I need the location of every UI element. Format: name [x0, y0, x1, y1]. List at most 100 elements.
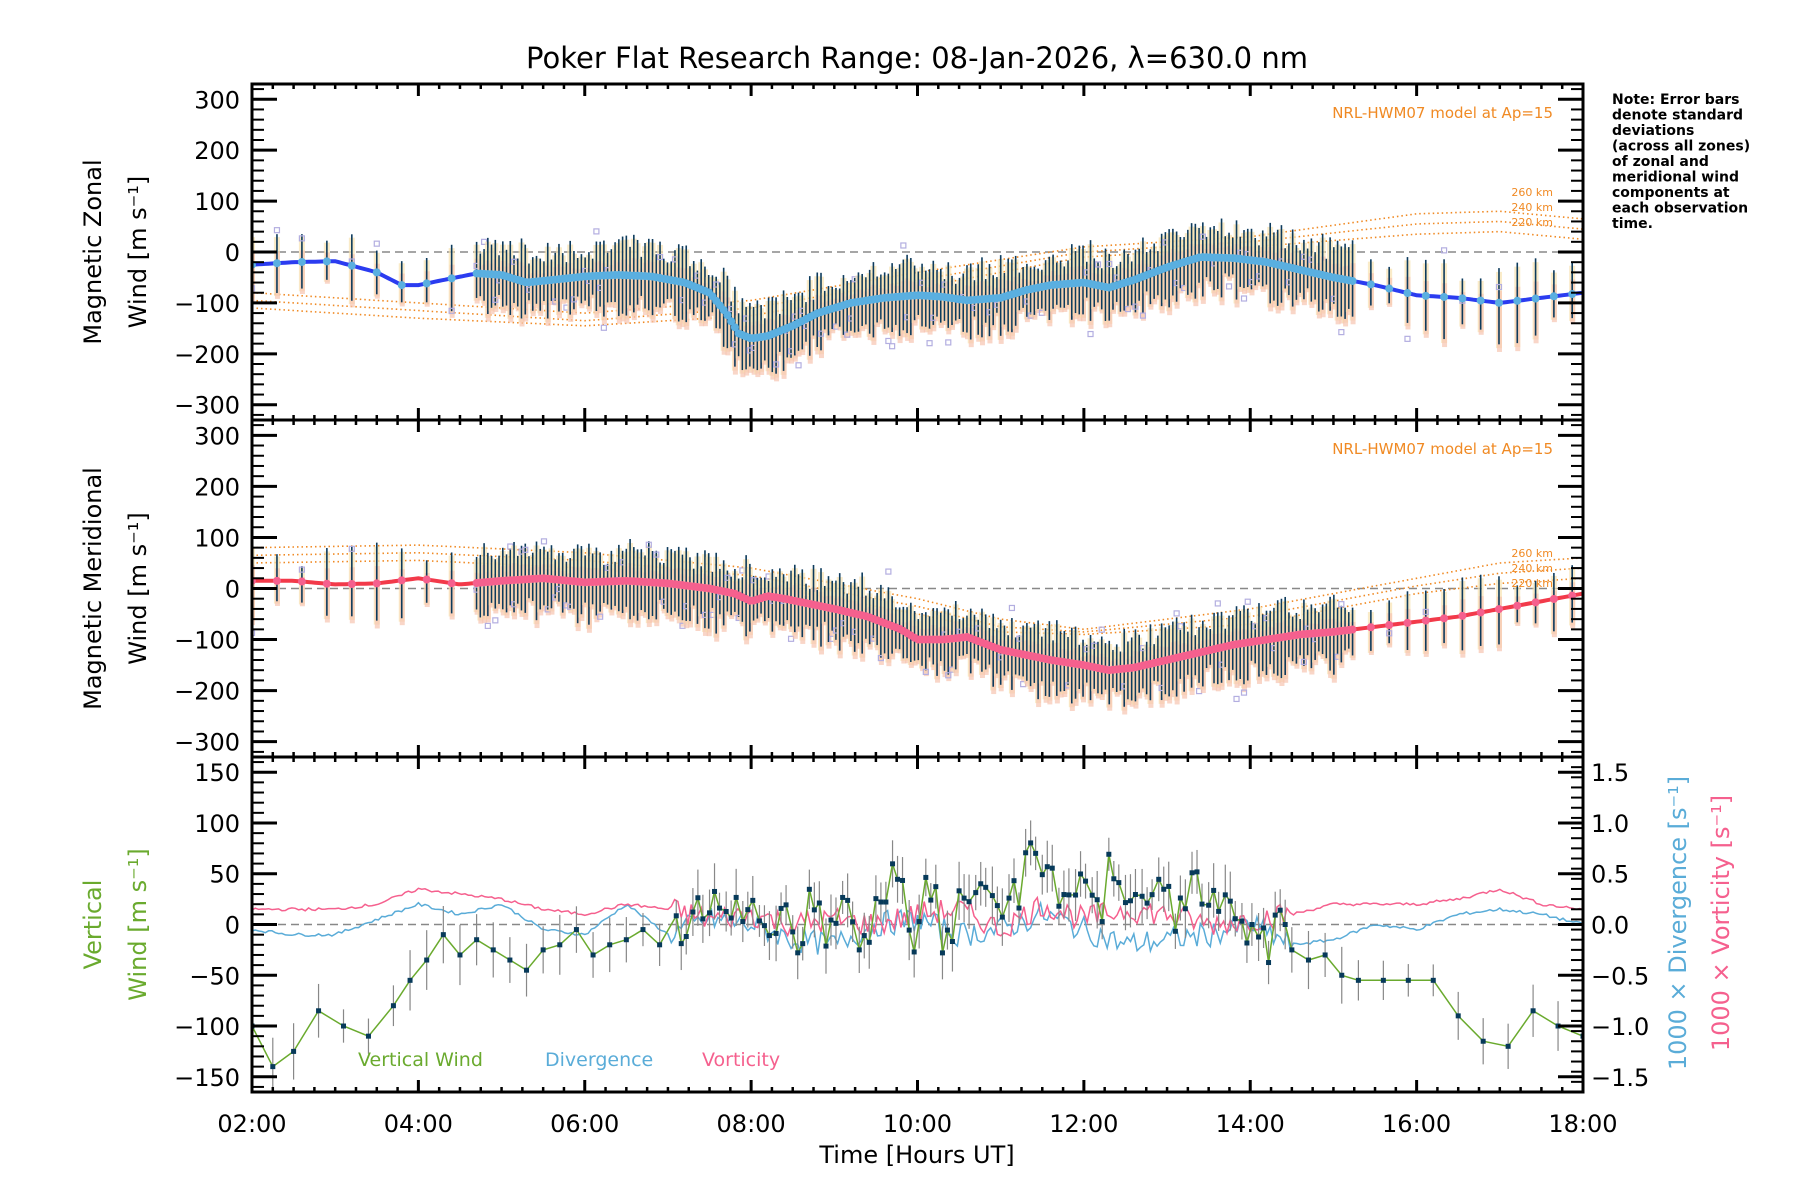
- zone-point: [945, 672, 952, 679]
- vertical-wind-point: [806, 886, 812, 892]
- vertical-wind-point: [978, 881, 984, 887]
- vertical-wind-point: [1480, 1038, 1486, 1044]
- vertical-wind-point: [341, 1023, 347, 1029]
- fit-point: [1403, 618, 1412, 627]
- vertical-wind-point: [828, 917, 834, 923]
- zone-point: [922, 668, 929, 675]
- fit-point: [447, 274, 456, 283]
- vertical-wind-point: [1144, 900, 1150, 906]
- zone-point: [522, 546, 529, 553]
- vertical-wind-point: [816, 900, 822, 906]
- vertical-wind-point: [1194, 869, 1200, 875]
- fit-point: [1421, 616, 1430, 625]
- note-line: (across all zones): [1612, 139, 1750, 155]
- fit-point: [272, 576, 281, 585]
- vertical-wind-point: [1430, 977, 1436, 983]
- zone-point: [448, 307, 455, 314]
- fit-point: [1568, 290, 1577, 299]
- y-tick-label: −100: [174, 290, 240, 318]
- vertical-wind-point: [961, 895, 967, 901]
- zone-point: [1214, 600, 1221, 607]
- panel-zonal: NRL-HWM07 model at Ap=15 260 km 240 km 220 …: [79, 82, 1585, 422]
- y-axis-label-line1: Magnetic Meridional: [79, 467, 107, 710]
- vertical-wind-point: [766, 933, 772, 939]
- y-axis-label-line2: Wind [m s⁻¹]: [124, 176, 152, 328]
- vertical-wind-point: [407, 977, 413, 983]
- vertical-wind-point: [673, 913, 679, 919]
- fit-point: [397, 576, 406, 585]
- vertical-wind-point: [761, 923, 767, 929]
- vertical-wind-point: [316, 1008, 322, 1014]
- vertical-wind-point: [823, 943, 829, 949]
- x-tick-label: 02:00: [217, 1110, 286, 1138]
- vertical-wind-point: [883, 899, 889, 905]
- zone-point: [1233, 695, 1240, 703]
- zone-point: [492, 617, 499, 624]
- vertical-wind-point: [1182, 906, 1188, 912]
- vertical-wind-point: [690, 909, 696, 915]
- fit-point: [272, 259, 281, 268]
- vertical-wind-point: [1261, 925, 1267, 931]
- fit-point: [1458, 294, 1467, 303]
- vertical-wind-point: [900, 877, 906, 883]
- vertical-wind-point: [573, 927, 579, 933]
- vertical-wind-point: [778, 905, 784, 911]
- fit-point: [422, 279, 431, 288]
- zone-point: [540, 538, 548, 545]
- vertical-wind-point: [457, 952, 463, 958]
- zone-point: [1338, 329, 1345, 336]
- vertical-wind-point: [1339, 972, 1345, 978]
- y-axis-label-line2: Wind [m s⁻¹]: [124, 512, 152, 664]
- x-tick-label: 08:00: [717, 1110, 786, 1138]
- zone-point: [348, 545, 355, 552]
- zone-point: [1008, 604, 1016, 612]
- y-tick-label: −300: [174, 392, 240, 420]
- vertical-wind-point: [1227, 898, 1233, 904]
- vertical-wind-point: [906, 927, 912, 933]
- vertical-wind-point: [1111, 876, 1117, 882]
- vertical-wind-point: [1272, 912, 1278, 918]
- fit-point: [1513, 296, 1522, 305]
- note-line: denote standard: [1612, 108, 1743, 124]
- model-altitude-label: 240 km: [1511, 201, 1553, 214]
- vertical-wind-point: [1244, 940, 1250, 946]
- vertical-wind-point: [1189, 870, 1195, 876]
- vertical-wind-point: [1127, 898, 1133, 904]
- model-curve-model-260-km: [252, 544, 1583, 631]
- model-altitude-label: 240 km: [1511, 562, 1553, 575]
- vertical-wind-point: [750, 897, 756, 903]
- vertical-wind-point: [590, 952, 596, 958]
- zone-point: [492, 296, 499, 303]
- zone-point: [885, 337, 892, 345]
- zone-point: [484, 622, 491, 630]
- vertical-wind-point: [524, 967, 530, 973]
- y-tick-label: 0: [225, 912, 240, 940]
- vertical-wind-point: [1199, 901, 1205, 907]
- vertical-wind-point: [440, 932, 446, 938]
- legend-divergence: Divergence: [545, 1049, 653, 1071]
- vertical-wind-point: [1106, 851, 1112, 857]
- vertical-wind-point: [1505, 1043, 1511, 1049]
- vertical-wind-point: [856, 947, 862, 953]
- vertical-wind-point: [557, 942, 563, 948]
- panel-vertical: Vertical Wind Divergence Vorticity 1.5 1.0 0.…: [79, 755, 1735, 1094]
- y-tick-label: −100: [174, 627, 240, 655]
- panel-meridional: NRL-HWM07 model at Ap=15 260 km 240 km 220 …: [79, 418, 1585, 759]
- vertical-wind-point: [956, 888, 962, 894]
- y-axis-label-line1: Magnetic Zonal: [79, 159, 107, 344]
- zone-point: [1300, 658, 1308, 666]
- zone-point: [252, 629, 256, 637]
- zone-point: [724, 574, 731, 581]
- plot-area: [252, 210, 1583, 382]
- vertical-wind-point: [866, 939, 872, 945]
- vertical-wind-point: [1039, 872, 1045, 878]
- vertical-wind-point: [1033, 850, 1039, 856]
- vertical-wind-point: [1256, 934, 1262, 940]
- vertical-wind-point: [790, 929, 796, 935]
- chart-title: Poker Flat Research Range: 08-Jan-2026, …: [526, 41, 1308, 75]
- vertical-wind-point: [1239, 918, 1245, 924]
- vertical-wind-point: [1023, 850, 1029, 856]
- y-tick-label: −50: [189, 962, 240, 990]
- plot-area: [252, 538, 1583, 715]
- y-tick-label: 50: [209, 861, 240, 889]
